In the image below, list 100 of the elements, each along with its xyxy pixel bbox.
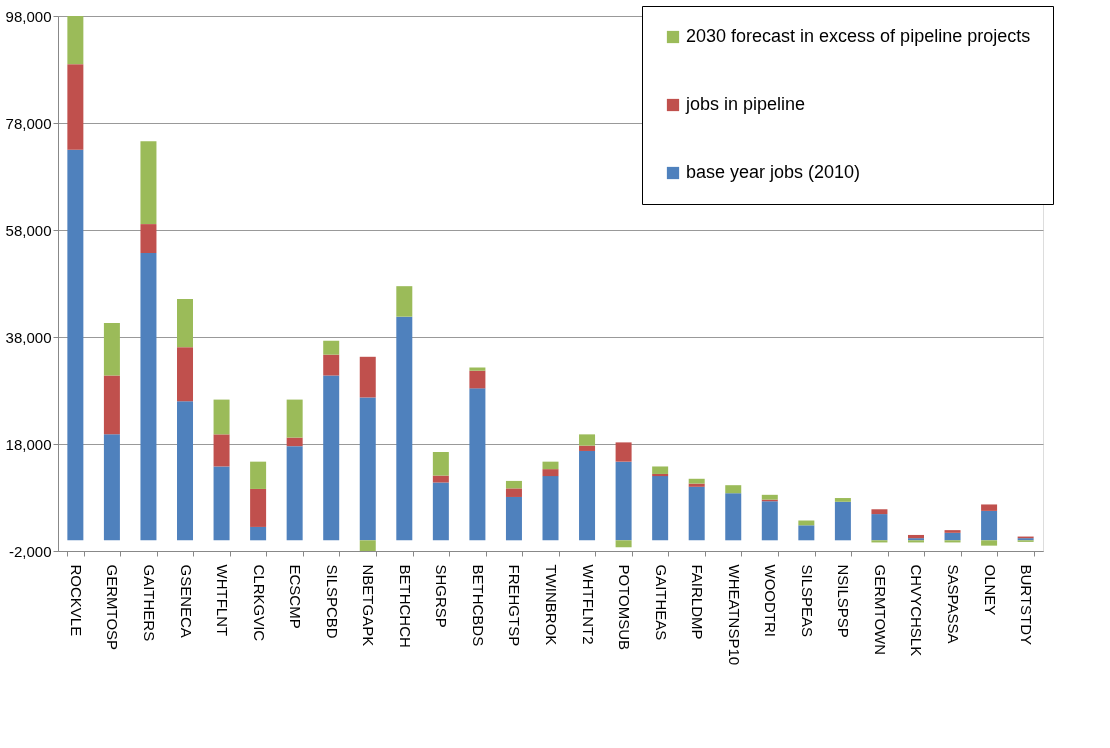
bar [359,540,376,551]
x-tick-label: FREHGTSP [506,564,524,647]
x-tick-label: ECSCMP [287,564,305,629]
bar [103,434,120,541]
bar [67,16,84,65]
bar [834,498,851,502]
bar [871,514,888,541]
y-tick-label: 38,000 [5,328,52,346]
x-tick-label: WOODTRI [762,564,780,637]
bar [469,367,486,371]
bar [652,473,669,477]
bar [140,224,157,253]
bar [213,466,230,541]
x-tick-label: CLRKGVIC [250,564,268,642]
bar [907,534,924,539]
bar [505,480,522,489]
bar [250,461,267,489]
bar [944,540,961,543]
x-tick-label: POTOMSUB [616,564,634,651]
bar [469,370,486,389]
bar [725,493,742,541]
bar [323,375,340,541]
bar [250,526,267,541]
x-tick-label: FAIRLDMP [689,564,707,640]
x-tick-label: SASPASSA [945,564,963,644]
bar [286,446,303,541]
bar [871,540,888,543]
x-tick-label: CHVYCHSLK [908,564,926,657]
bar [615,540,632,548]
bar [761,501,778,541]
bar [688,486,705,541]
x-tick-label: ROCKVLE [67,564,85,637]
bar [688,483,705,487]
bar [213,399,230,435]
x-tick-label: WHEATNSP10 [725,564,743,666]
x-tick-label: NBETGAPK [360,564,378,647]
bar [432,475,449,483]
bar [103,323,120,376]
x-tick-label: WHTFLNT2 [579,564,597,645]
y-tick-label: 58,000 [5,221,52,239]
bar [542,469,559,477]
bar [286,437,303,447]
y-tick-label: 78,000 [5,114,52,132]
bar [286,399,303,438]
bar [688,478,705,484]
legend-label: 2030 forecast in excess of pipeline projects [686,26,1031,46]
x-tick-label: OLNEY [981,564,999,616]
bar [944,532,961,541]
x-tick-label: SHGRSP [433,564,451,628]
bar [652,476,669,541]
bar [67,64,84,150]
bar [542,461,559,470]
x-tick-label: SILSPCBD [323,564,341,639]
bar [177,347,194,402]
bar [140,253,157,541]
bar [579,445,596,451]
bar [359,397,376,541]
bar [140,141,157,225]
bar [981,504,998,511]
bar [579,434,596,446]
x-tick-label: WHTFLNT [214,564,232,637]
bar [798,525,815,541]
bar [67,149,84,541]
x-tick-label: SILSPEAS [798,564,816,638]
bar [944,530,961,533]
x-tick-label: BETHCHCH [396,564,414,648]
bar [323,354,340,376]
legend-label: base year jobs (2010) [686,162,861,182]
bar [213,434,230,467]
x-tick-label: GAITHEAS [652,564,670,641]
bar [761,494,778,500]
y-tick-label: -2,000 [8,542,52,560]
bar [652,466,669,474]
x-tick-label: NSILSPSP [835,564,853,638]
legend-label: jobs in pipeline [685,94,806,114]
x-tick-label: BURTSTDY [1018,564,1036,646]
bar [250,488,267,527]
bar [834,501,851,541]
bar [542,476,559,541]
bar [615,442,632,462]
bar [981,510,998,541]
y-tick-label: 98,000 [5,7,52,25]
bar [871,509,888,515]
bar [396,316,413,541]
bar [432,452,449,476]
y-tick-label: 18,000 [5,435,52,453]
bar [177,299,194,348]
bar [579,450,596,541]
bar [469,388,486,541]
bar [725,485,742,494]
bar [359,356,376,398]
bar [323,340,340,355]
x-tick-label: BETHCBDS [469,564,487,647]
bar [432,482,449,541]
x-tick-label: GERMTOWN [871,564,889,656]
bar [103,375,120,435]
bar [396,286,413,317]
x-tick-label: GERMTOSP [104,564,122,651]
bar [505,488,522,497]
bar [981,540,998,546]
